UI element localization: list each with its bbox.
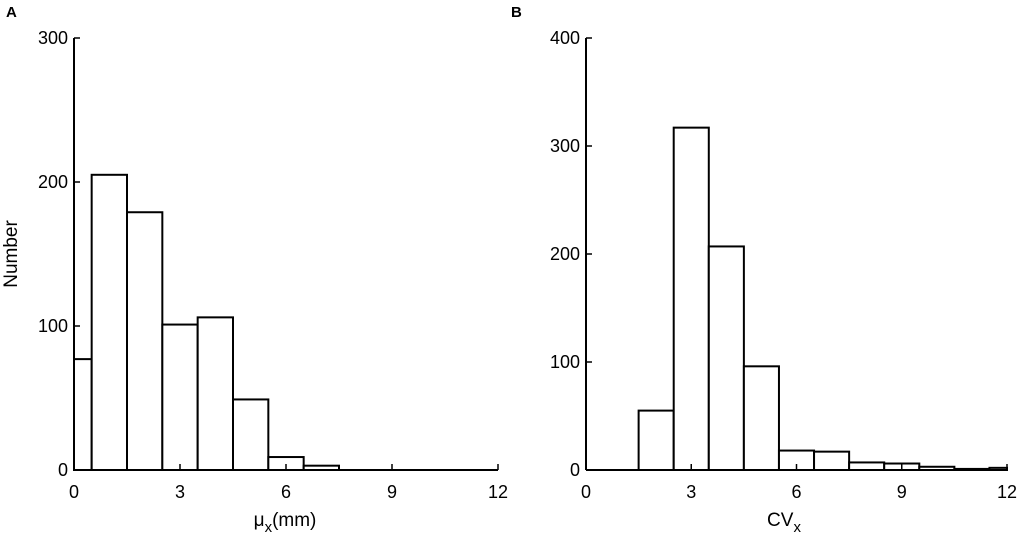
panel-b-bars bbox=[637, 126, 1008, 472]
panel-b-letter: B bbox=[511, 4, 522, 21]
panel-a-bars bbox=[73, 173, 340, 472]
panel-a-y-ticks: 0 100 200 300 bbox=[38, 28, 80, 480]
panel-a-y-tick-label: 300 bbox=[38, 28, 68, 48]
panel-b-bar bbox=[813, 450, 851, 472]
panel-a-bar bbox=[161, 323, 199, 471]
panel-b-x-tick-label: 3 bbox=[686, 482, 696, 502]
panel-b-x-tick-label: 0 bbox=[581, 482, 591, 502]
panel-a-bar bbox=[126, 211, 164, 472]
panel-a-bar bbox=[232, 398, 270, 471]
panel-a-x-tick-label: 9 bbox=[387, 482, 397, 502]
panel-a: A 0 100 200 300 0 3 6 9 12 Number μx(mm) bbox=[1, 4, 508, 536]
panel-a-y-tick-label: 200 bbox=[38, 172, 68, 192]
panel-b-y-tick-label: 300 bbox=[550, 136, 580, 156]
panel-a-x-axis-label-sub: x bbox=[265, 519, 273, 536]
panel-b-bar bbox=[672, 126, 710, 471]
panel-b: B 0 100 200 300 400 0 3 6 9 12 CVx bbox=[511, 4, 1017, 536]
panel-a-x-ticks: 0 3 6 9 12 bbox=[69, 464, 508, 502]
panel-b-x-tick-label: 9 bbox=[897, 482, 907, 502]
panel-b-bar bbox=[848, 461, 886, 472]
panel-b-x-axis-label-main: CV bbox=[767, 510, 794, 531]
panel-a-x-axis-label: μx(mm) bbox=[254, 510, 317, 536]
panel-b-bar bbox=[637, 409, 675, 472]
panel-b-y-tick-label: 400 bbox=[550, 28, 580, 48]
panel-a-bar bbox=[90, 173, 128, 472]
panel-b-x-axis-label: CVx bbox=[767, 510, 801, 536]
panel-a-x-tick-label: 0 bbox=[69, 482, 79, 502]
panel-a-x-axis-label-main: μ bbox=[254, 510, 265, 531]
panel-b-y-tick-label: 200 bbox=[550, 244, 580, 264]
panel-a-bar bbox=[196, 316, 235, 471]
panel-b-y-tick-label: 100 bbox=[550, 352, 580, 372]
panel-a-letter: A bbox=[6, 4, 17, 21]
panel-a-y-axis-label: Number bbox=[1, 220, 22, 288]
panel-b-x-axis-label-sub: x bbox=[793, 519, 801, 536]
panel-b-y-tick-label: 0 bbox=[570, 460, 580, 480]
panel-a-bar bbox=[73, 358, 93, 471]
panel-b-bar bbox=[742, 365, 780, 472]
panel-b-x-ticks: 0 3 6 9 12 bbox=[581, 464, 1017, 502]
panel-a-y-tick-label: 0 bbox=[58, 460, 68, 480]
panel-a-x-tick-label: 6 bbox=[281, 482, 291, 502]
panel-a-x-tick-label: 12 bbox=[488, 482, 508, 502]
panel-a-x-tick-label: 3 bbox=[175, 482, 185, 502]
panel-b-bar bbox=[707, 245, 745, 471]
panel-a-x-axis-label-suffix: (mm) bbox=[272, 510, 316, 531]
panel-b-x-tick-label: 12 bbox=[997, 482, 1017, 502]
panel-b-y-ticks: 0 100 200 300 400 bbox=[550, 28, 592, 480]
panel-a-y-tick-label: 100 bbox=[38, 316, 68, 336]
panel-b-x-tick-label: 6 bbox=[791, 482, 801, 502]
